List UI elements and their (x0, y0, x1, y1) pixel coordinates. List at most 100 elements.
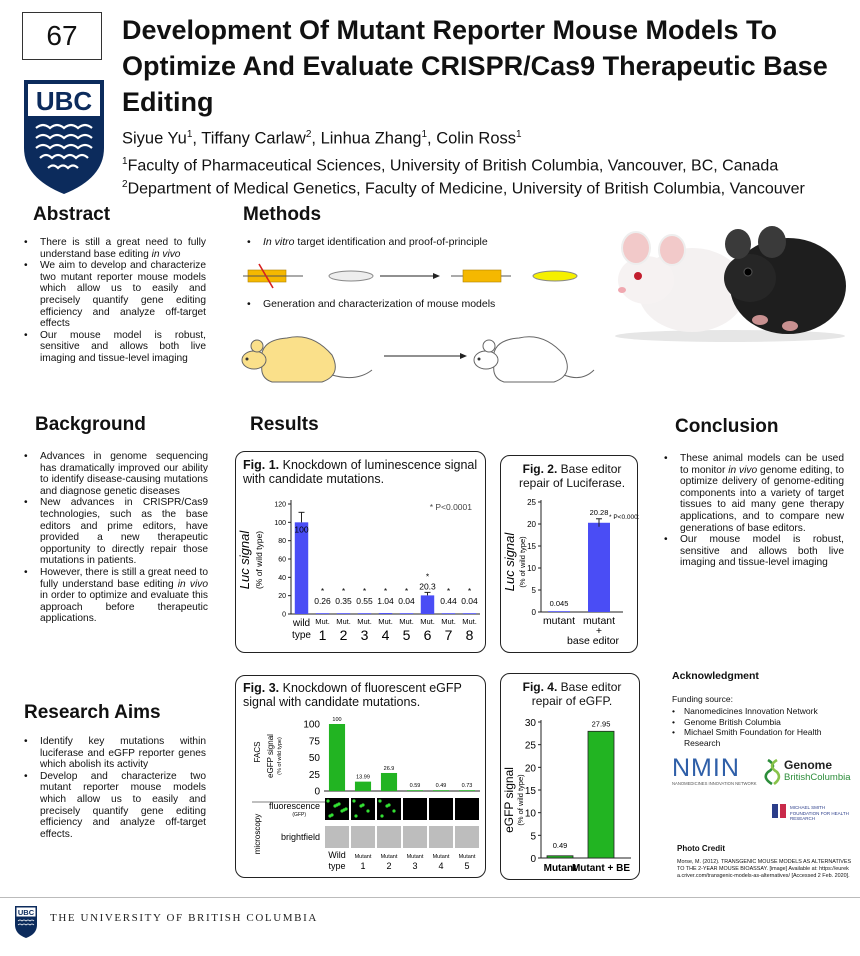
list-item: Generation and characterization of mouse… (245, 298, 605, 311)
fluorescence-image (351, 798, 375, 820)
figure-1: Fig. 1. Knockdown of luminescence signal… (235, 451, 486, 653)
y-tick-label: 75 (309, 736, 321, 747)
bar-value-label: 0.04 (461, 596, 478, 606)
bar-value-label: 0.49 (436, 783, 447, 789)
abstract-list: There is still a great need to fully und… (22, 237, 206, 365)
y-tick-label: 100 (274, 520, 286, 527)
author-name: Linhua Zhang (320, 129, 422, 148)
conclusion-list: These animal models can be used to monit… (662, 453, 844, 569)
gfp-cell-dot (378, 799, 382, 803)
list-item: Genome British Columbia (672, 717, 852, 728)
brightfield-image (403, 826, 427, 848)
x-tick-label: 1 (319, 627, 327, 643)
bar-value-label: 0.49 (553, 841, 568, 850)
bar-value-label: 0.04 (398, 596, 415, 606)
affiliation: 1Faculty of Pharmaceutical Sciences, Uni… (122, 155, 779, 174)
bar-value-label: 26.9 (384, 766, 395, 772)
photo-credit-heading: Photo Credit (677, 844, 725, 853)
bar-value-label: 0.35 (335, 596, 352, 606)
bar (462, 613, 477, 614)
genome-bc-logo: Genome BritishColumbia (764, 756, 852, 792)
y-tick-label: 40 (278, 575, 286, 582)
x-tick-label: Wild (328, 850, 346, 860)
bar (380, 772, 398, 791)
aims-heading: Research Aims (24, 702, 161, 723)
methods-list-1: In vitro target identification and proof… (245, 236, 605, 249)
y-tick-label: 15 (525, 786, 537, 797)
bar (548, 611, 570, 612)
x-tick-label: Mut. (462, 617, 477, 626)
background-list: Advances in genome sequencing has dramat… (22, 451, 208, 625)
methods-diagram-mice (232, 320, 602, 390)
list-item: Nanomedicines Innovation Network (672, 706, 852, 717)
x-tick-label: Mut. (315, 617, 330, 626)
significance-star: * (468, 586, 472, 596)
x-tick-label: Mut. (357, 617, 372, 626)
x-tick-label: 5 (403, 627, 411, 643)
list-item: Advances in genome sequencing has dramat… (22, 451, 208, 497)
significance-star: * (363, 586, 367, 596)
x-tick-label: 7 (445, 627, 453, 643)
y-axis-label: Luc signal (237, 530, 252, 590)
significance-star: * (447, 586, 451, 596)
methods-diagram-invitro (243, 262, 613, 292)
x-tick-label: Mutant (459, 854, 476, 860)
gfp-cell-dot (326, 799, 330, 803)
x-tick-label: wild (292, 618, 310, 629)
x-tick-label: 2 (340, 627, 348, 643)
author-name: Tiffany Carlaw (201, 129, 306, 148)
bar (441, 613, 456, 614)
abstract-heading: Abstract (33, 204, 111, 225)
photo-credit: Photo Credit Morse, M. (2012). TRANSGENI… (677, 844, 853, 880)
bar (354, 781, 372, 791)
author-name: Siyue Yu (122, 129, 187, 148)
bar (587, 730, 615, 859)
x-tick-label: 4 (382, 627, 390, 643)
gfp-cell-dot (366, 809, 370, 813)
fluorescence-image (403, 798, 427, 820)
gfp-cell-dot (337, 802, 341, 806)
y-tick-label: 0 (530, 854, 536, 865)
gfp-cell-dot (392, 809, 396, 813)
x-tick-label: Mutant (433, 854, 450, 860)
msfhr-logo: MICHAEL SMITH FOUNDATION FOR HEALTH RESE… (770, 802, 850, 828)
bar (420, 595, 435, 614)
y-tick-label: 25 (527, 498, 536, 507)
x-tick-label: Mutant (544, 863, 577, 874)
y-tick-label: 10 (527, 564, 536, 573)
figure-1-chart: Luc signal (% of wild type)02040608010012… (237, 500, 480, 643)
figure-2-chart: Luc signal (% of wild type) 0 5 10 15 20 25 0.04… (502, 498, 639, 647)
bar-value-label: 20.28 (590, 508, 609, 517)
x-tick-label: + (596, 625, 602, 637)
y-axis-sublabel: (% of wild type) (277, 737, 283, 775)
y-axis-sublabel: (% of wild type) (254, 531, 264, 589)
side-label-microscopy: microscopy (253, 814, 262, 854)
x-tick-label: 1 (360, 861, 365, 871)
y-tick-label: 20 (527, 520, 536, 529)
footer-ubc-logo: UBC (14, 905, 38, 939)
bar (315, 613, 330, 614)
poster-number: 67 (22, 12, 102, 60)
x-tick-label: Mut. (336, 617, 351, 626)
brightfield-image (325, 826, 349, 848)
figure-3: Fig. 3. Knockdown of fluorescent eGFP si… (235, 675, 486, 878)
y-tick-label: 0 (282, 612, 286, 619)
list-item: In vitro target identification and proof… (245, 236, 605, 249)
yellow-mouse-icon (241, 336, 373, 383)
brightfield-image (455, 826, 479, 848)
black-mouse-photo (724, 226, 846, 334)
list-item: These animal models can be used to monit… (662, 453, 844, 534)
x-tick-label: 6 (424, 627, 432, 643)
list-item: Our mouse model is robust, sensitive and… (22, 330, 206, 365)
genome-helix-icon (764, 758, 781, 786)
bar-value-label: 13.99 (356, 775, 370, 781)
bar-value-label: 0.55 (356, 596, 373, 606)
bar (378, 613, 393, 614)
bar-value-label: 100 (294, 524, 308, 534)
gfp-cell-dot (361, 803, 365, 807)
bar-value-label: 27.95 (592, 719, 611, 728)
fluorescence-image (455, 798, 479, 820)
x-tick-label: Mut. (420, 617, 435, 626)
author-list: Siyue Yu1, Tiffany Carlaw2, Linhua Zhang… (122, 129, 522, 148)
funding-label: Funding source: (672, 694, 733, 704)
